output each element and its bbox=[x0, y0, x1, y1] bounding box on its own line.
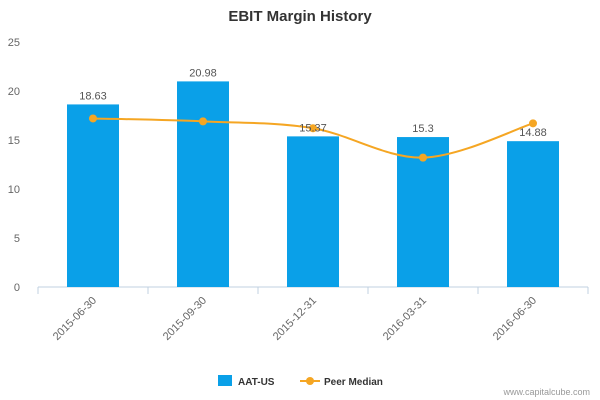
bar bbox=[287, 136, 339, 287]
chart-title: EBIT Margin History bbox=[228, 8, 372, 25]
x-tick-label: 2016-06-30 bbox=[491, 295, 539, 343]
peer-median-point bbox=[199, 117, 207, 126]
credit-text: www.capitalcube.com bbox=[502, 387, 590, 397]
y-tick-label: 10 bbox=[8, 184, 20, 196]
bar bbox=[397, 137, 449, 287]
bar-data-label: 15.3 bbox=[412, 123, 433, 135]
bar bbox=[507, 141, 559, 287]
line-series bbox=[89, 114, 537, 162]
y-axis: 0 5 10 15 20 25 bbox=[8, 37, 20, 294]
legend-swatch-aat-us bbox=[218, 375, 232, 386]
legend-label-peer-median: Peer Median bbox=[324, 377, 383, 388]
y-tick-label: 5 bbox=[14, 233, 20, 245]
x-tick-label: 2016-03-31 bbox=[381, 295, 429, 343]
bar-data-label: 14.88 bbox=[519, 127, 547, 139]
x-axis: 2015-06-30 2015-09-30 2015-12-31 2016-03-31… bbox=[37, 286, 589, 343]
peer-median-point bbox=[309, 124, 317, 133]
peer-median-point bbox=[529, 119, 537, 128]
legend: AAT-US Peer Median bbox=[218, 375, 383, 388]
legend-label-aat-us: AAT-US bbox=[238, 377, 275, 388]
peer-median-point bbox=[89, 114, 97, 123]
bar bbox=[67, 104, 119, 288]
x-tick-label: 2015-12-31 bbox=[271, 295, 319, 343]
y-tick-label: 20 bbox=[8, 86, 20, 98]
data-labels: 18.63 20.98 15.37 15.3 14.88 bbox=[79, 67, 547, 139]
y-tick-label: 25 bbox=[8, 37, 20, 49]
legend-swatch-peer-median-marker bbox=[306, 377, 314, 385]
bar-data-label: 18.63 bbox=[79, 90, 107, 102]
bar-data-label: 20.98 bbox=[189, 67, 217, 79]
peer-median-point bbox=[419, 153, 427, 162]
x-tick-label: 2015-06-30 bbox=[51, 295, 99, 343]
bar-series bbox=[67, 81, 559, 288]
y-tick-label: 15 bbox=[8, 135, 20, 147]
y-tick-label: 0 bbox=[14, 282, 20, 294]
x-tick-label: 2015-09-30 bbox=[161, 295, 209, 343]
bar-data-label: 15.37 bbox=[299, 122, 327, 134]
bar bbox=[177, 81, 229, 287]
